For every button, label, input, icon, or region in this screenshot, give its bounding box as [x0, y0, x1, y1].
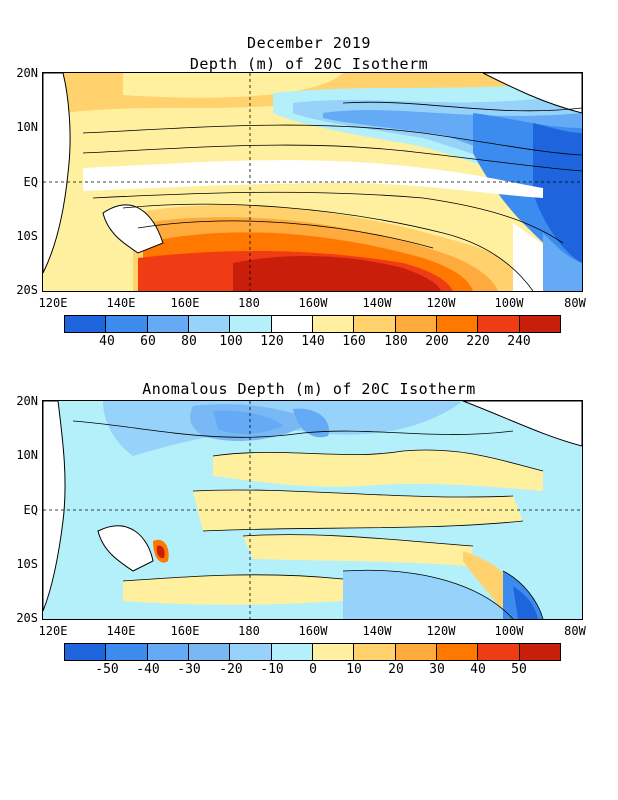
colorbar-swatch	[147, 316, 189, 332]
top-colorbar	[64, 315, 561, 333]
colorbar-swatch	[312, 316, 355, 332]
top-lon-label: 120E	[38, 296, 68, 310]
top-title-variable: Depth (m) of 20C Isotherm	[189, 55, 429, 73]
colorbar-swatch	[354, 644, 396, 660]
bottom-colorbar-label: 30	[429, 662, 445, 677]
top-colorbar-label: 240	[507, 334, 531, 349]
top-title-date: December 2019	[247, 34, 371, 52]
colorbar-swatch	[271, 316, 313, 332]
colorbar-swatch	[65, 316, 107, 332]
colorbar-swatch	[188, 316, 231, 332]
bottom-lon-label: 140E	[106, 624, 136, 638]
bottom-colorbar	[64, 643, 561, 661]
top-lat-label: 20S	[16, 283, 38, 297]
colorbar-swatch	[395, 316, 437, 332]
top-colorbar-label: 160	[342, 334, 366, 349]
bottom-lon-label: 120W	[426, 624, 456, 638]
top-lon-label: 160E	[170, 296, 200, 310]
colorbar-swatch	[65, 644, 107, 660]
bottom-lon-label: 100W	[494, 624, 524, 638]
top-colorbar-label: 80	[181, 334, 197, 349]
bottom-colorbar-label: 0	[309, 662, 317, 677]
top-colorbar-label: 120	[260, 334, 284, 349]
colorbar-swatch	[312, 644, 355, 660]
bottom-lon-label: 120E	[38, 624, 68, 638]
bottom-colorbar-label: -40	[136, 662, 160, 677]
top-colorbar-label: 220	[466, 334, 490, 349]
bottom-lat-label: 10S	[16, 557, 38, 571]
colorbar-swatch	[188, 644, 231, 660]
top-lat-label: 10S	[16, 229, 38, 243]
top-colorbar-label: 200	[425, 334, 449, 349]
colorbar-swatch	[147, 644, 189, 660]
bottom-colorbar-label: 50	[511, 662, 527, 677]
bottom-colorbar-label: -30	[177, 662, 201, 677]
colorbar-swatch	[354, 316, 396, 332]
top-colorbar-label: 40	[99, 334, 115, 349]
bottom-colorbar-label: 10	[346, 662, 362, 677]
top-lon-label: 160W	[298, 296, 328, 310]
colorbar-swatch	[519, 644, 560, 660]
top-lat-label: EQ	[23, 175, 38, 189]
bottom-colorbar-label: 20	[388, 662, 404, 677]
bottom-colorbar-label: 40	[470, 662, 486, 677]
top-map-panel	[42, 72, 583, 292]
bottom-lat-label: EQ	[23, 503, 38, 517]
bottom-colorbar-label: -50	[95, 662, 119, 677]
colorbar-swatch	[436, 316, 479, 332]
bottom-lat-label: 20N	[16, 394, 38, 408]
bottom-colorbar-label: -10	[260, 662, 284, 677]
top-lat-label: 20N	[16, 66, 38, 80]
bottom-lon-label: 160W	[298, 624, 328, 638]
colorbar-swatch	[230, 644, 272, 660]
colorbar-swatch	[230, 316, 272, 332]
bottom-lat-label: 10N	[16, 448, 38, 462]
bottom-map-field	[43, 401, 582, 619]
colorbar-swatch	[106, 316, 148, 332]
top-colorbar-label: 140	[301, 334, 325, 349]
colorbar-swatch	[478, 316, 520, 332]
bottom-map-panel	[42, 400, 583, 620]
bottom-lon-label: 80W	[564, 624, 586, 638]
colorbar-swatch	[271, 644, 313, 660]
top-lon-label: 100W	[494, 296, 524, 310]
bottom-lat-label: 20S	[16, 611, 38, 625]
top-lon-label: 120W	[426, 296, 456, 310]
top-colorbar-label: 180	[384, 334, 408, 349]
top-lon-label: 140E	[106, 296, 136, 310]
bottom-lon-label: 180	[238, 624, 260, 638]
top-map-field	[43, 73, 582, 291]
top-lon-label: 80W	[564, 296, 586, 310]
top-lat-label: 10N	[16, 120, 38, 134]
colorbar-swatch	[519, 316, 560, 332]
bottom-colorbar-label: -20	[219, 662, 243, 677]
bottom-lon-label: 160E	[170, 624, 200, 638]
colorbar-swatch	[395, 644, 437, 660]
colorbar-swatch	[106, 644, 148, 660]
top-colorbar-label: 60	[140, 334, 156, 349]
bottom-lon-label: 140W	[362, 624, 392, 638]
top-lon-label: 140W	[362, 296, 392, 310]
colorbar-swatch	[436, 644, 479, 660]
top-lon-label: 180	[238, 296, 260, 310]
bottom-title: Anomalous Depth (m) of 20C Isotherm	[142, 380, 476, 398]
colorbar-swatch	[478, 644, 520, 660]
top-colorbar-label: 100	[219, 334, 243, 349]
